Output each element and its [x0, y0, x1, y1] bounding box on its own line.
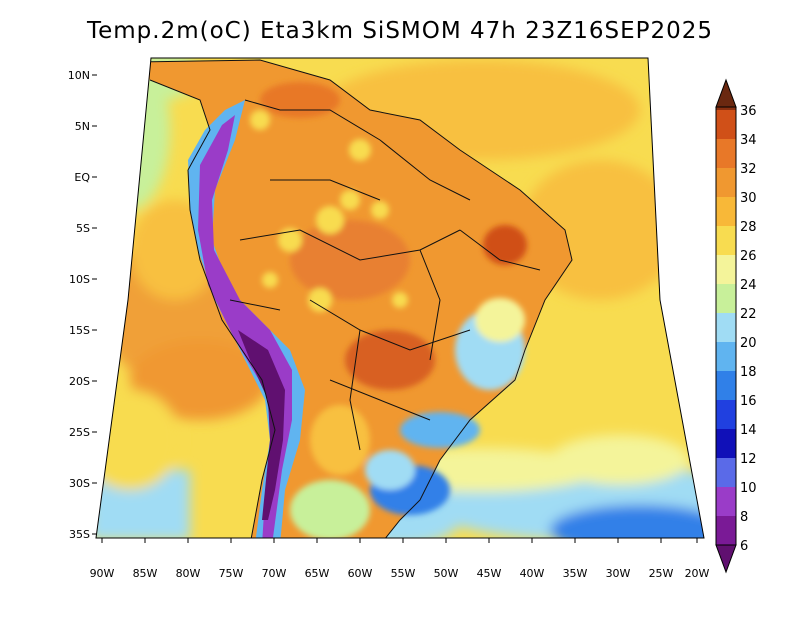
- colorbar-label-32: 32: [740, 162, 757, 177]
- lon-label-30w: 30W: [606, 567, 631, 580]
- lon-label-60w: 60W: [348, 567, 373, 580]
- colorbar-swatch-26-28: [716, 226, 736, 255]
- colorbar-label-14: 14: [740, 423, 757, 438]
- colorbar-swatch-22-24: [716, 284, 736, 313]
- latitude-axis: 10N 5N EQ 5S 10S 15S 20S 25S 30S 35S: [68, 69, 97, 541]
- colorbar-label-8: 8: [740, 510, 748, 525]
- lon-label-75w: 75W: [219, 567, 244, 580]
- colorbar-label-34: 34: [740, 133, 757, 148]
- lon-label-90w: 90W: [90, 567, 115, 580]
- lon-label-50w: 50W: [434, 567, 459, 580]
- lon-label-35w: 35W: [563, 567, 588, 580]
- colorbar-label-16: 16: [740, 394, 757, 409]
- colorbar-swatch-6-8: [716, 516, 736, 545]
- colorbar-label-10: 10: [740, 481, 757, 496]
- lon-label-25w: 25W: [649, 567, 674, 580]
- colorbar-under-arrow: [715, 544, 737, 574]
- colorbar-label-22: 22: [740, 307, 757, 322]
- lat-label-10n: 10N: [68, 69, 90, 82]
- colorbar-label-30: 30: [740, 191, 757, 206]
- colorbar-swatch-30-32: [716, 168, 736, 197]
- lat-label-10s: 10S: [69, 273, 90, 286]
- colorbar-swatch-36-plus: [716, 107, 736, 110]
- colorbar-swatch-18-20: [716, 342, 736, 371]
- colorbar-swatch-24-26: [716, 255, 736, 284]
- lat-label-5n: 5N: [75, 120, 90, 133]
- colorbar-swatch-10-12: [716, 458, 736, 487]
- colorbar: 6 8 10 12 14 16 18 20 22 24 26 28 30 32 …: [715, 78, 757, 574]
- colorbar-swatch-32-34: [716, 139, 736, 168]
- lon-label-45w: 45W: [477, 567, 502, 580]
- colorbar-over-arrow: [715, 78, 737, 108]
- lon-label-70w: 70W: [262, 567, 287, 580]
- lon-label-85w: 85W: [133, 567, 158, 580]
- andes-coldest: [238, 330, 285, 520]
- colorbar-swatch-16-18: [716, 371, 736, 400]
- lat-label-30s: 30S: [69, 477, 90, 490]
- temperature-field: [96, 58, 704, 538]
- colorbar-swatch-34-36: [716, 110, 736, 139]
- lat-label-35s: 35S: [69, 528, 90, 541]
- colorbar-swatch-14-16: [716, 400, 736, 429]
- map-title: Temp.2m(oC) Eta3km SiSMOM 47h 23Z16SEP20…: [86, 18, 714, 44]
- map-frame: [95, 57, 705, 539]
- lat-label-20s: 20S: [69, 375, 90, 388]
- lat-label-eq: EQ: [74, 171, 90, 184]
- colorbar-label-36: 36: [740, 104, 757, 119]
- colorbar-label-24: 24: [740, 278, 757, 293]
- colorbar-label-28: 28: [740, 220, 757, 235]
- colorbar-swatch-12-14: [716, 429, 736, 458]
- colorbar-border: [715, 106, 737, 546]
- lon-label-55w: 55W: [391, 567, 416, 580]
- colorbar-label-6: 6: [740, 539, 748, 554]
- colorbar-label-20: 20: [740, 336, 757, 351]
- colorbar-swatch-28-30: [716, 197, 736, 226]
- lon-label-20w: 20W: [685, 567, 710, 580]
- colorbar-swatch-8-10: [716, 487, 736, 516]
- lat-label-15s: 15S: [69, 324, 90, 337]
- lat-label-25s: 25S: [69, 426, 90, 439]
- longitude-axis: 90W 85W 80W 75W 70W 65W 60W 55W 50W 45W …: [90, 538, 710, 580]
- lon-label-65w: 65W: [305, 567, 330, 580]
- lat-label-5s: 5S: [76, 222, 90, 235]
- colorbar-label-12: 12: [740, 452, 757, 467]
- lon-label-40w: 40W: [520, 567, 545, 580]
- colorbar-label-18: 18: [740, 365, 757, 380]
- colorbar-label-26: 26: [740, 249, 757, 264]
- political-boundaries: [139, 59, 573, 538]
- andes-cold-core: [198, 115, 292, 538]
- lon-label-80w: 80W: [176, 567, 201, 580]
- colorbar-swatch-20-22: [716, 313, 736, 342]
